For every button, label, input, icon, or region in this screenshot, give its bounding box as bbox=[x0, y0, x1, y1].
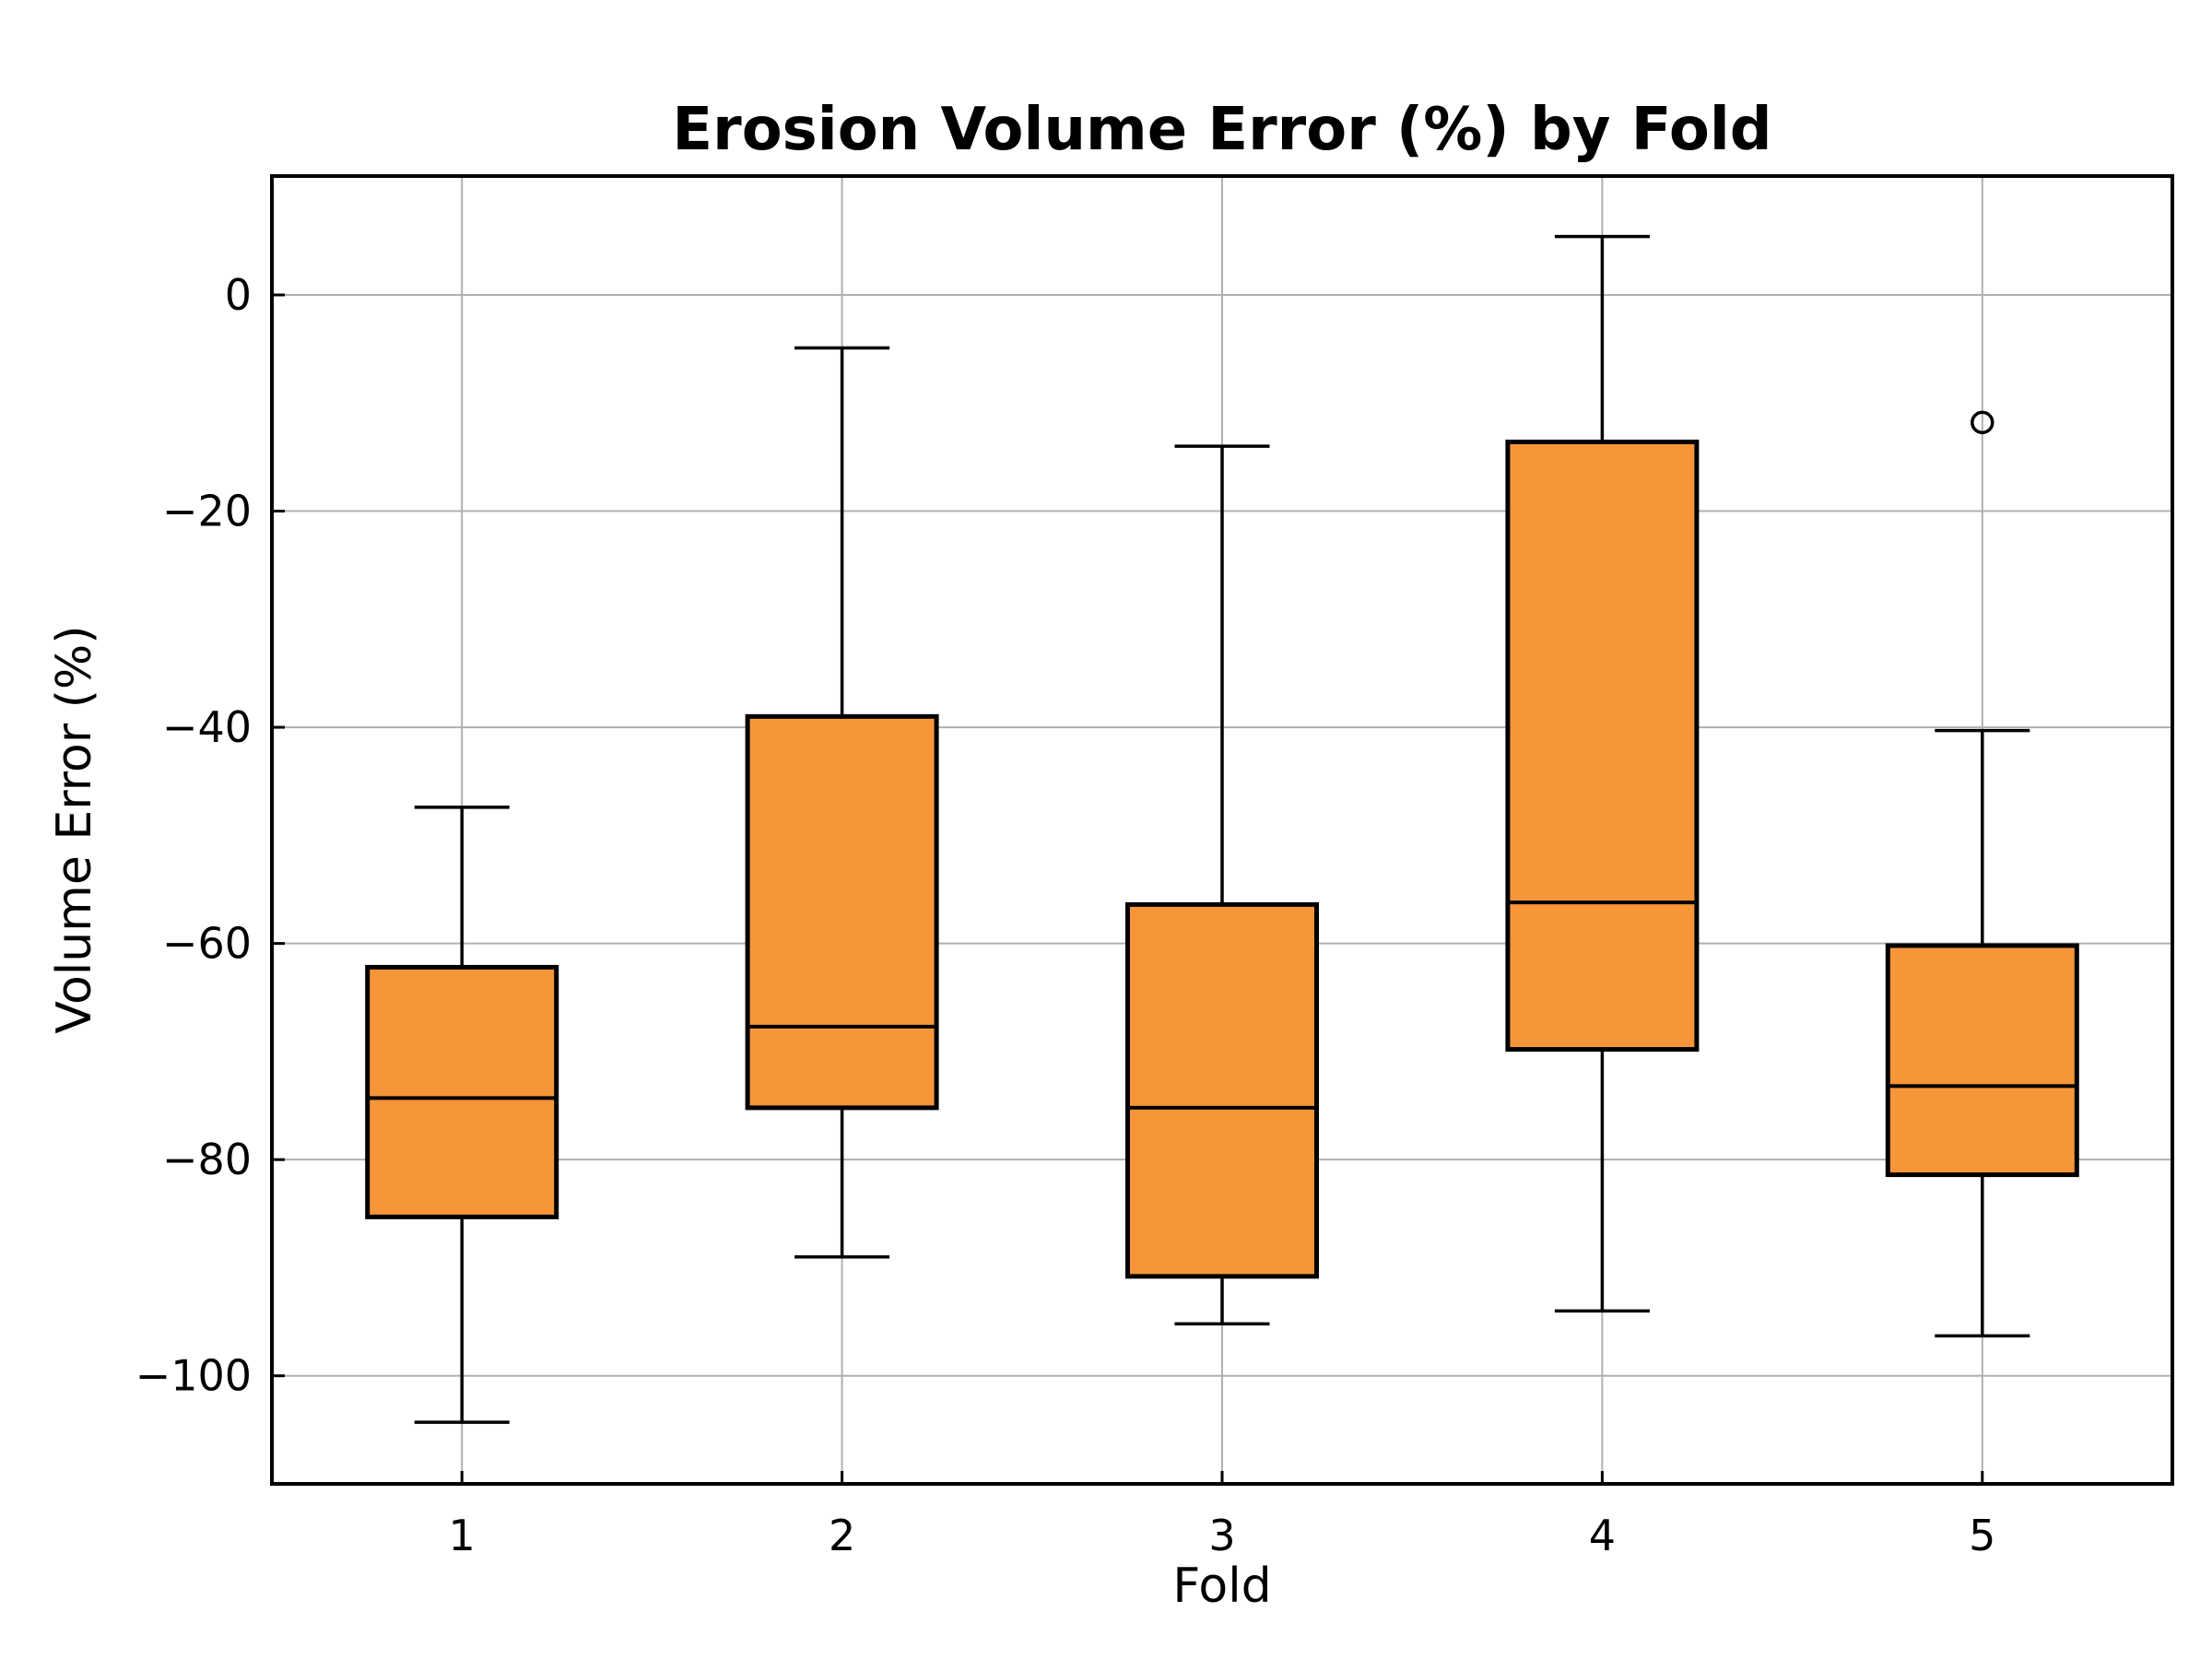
x-axis-label: Fold bbox=[1172, 1559, 1271, 1614]
box-fold-1 bbox=[365, 806, 559, 1424]
y-tick-label: 0 bbox=[225, 270, 252, 320]
box-fold-4 bbox=[1505, 234, 1700, 1313]
x-tick-label: 4 bbox=[1589, 1511, 1616, 1560]
iqr-box bbox=[745, 713, 939, 1111]
outlier-point bbox=[1971, 410, 1994, 435]
iqr-box bbox=[365, 964, 559, 1219]
box-fold-5 bbox=[1885, 410, 2079, 1338]
y-tick-label: −100 bbox=[135, 1351, 252, 1401]
y-tick-label: −20 bbox=[162, 487, 252, 536]
iqr-box bbox=[1505, 439, 1700, 1053]
y-tick-label: −60 bbox=[162, 919, 252, 969]
y-tick-label: −80 bbox=[162, 1135, 252, 1184]
x-tick-label: 1 bbox=[449, 1511, 476, 1560]
x-tick-label: 5 bbox=[1969, 1511, 1995, 1560]
y-tick-label: −40 bbox=[162, 702, 252, 752]
axis-ticks: 0 −20 −40 −60 −80 −100 1 2 3 4 5 bbox=[135, 270, 1996, 1560]
chart-title: Erosion Volume Error (%) by Fold bbox=[672, 96, 1771, 164]
x-tick-label: 3 bbox=[1208, 1511, 1235, 1560]
box-fold-3 bbox=[1125, 444, 1319, 1326]
box-fold-2 bbox=[745, 346, 939, 1259]
iqr-box bbox=[1885, 943, 2079, 1178]
y-axis-label: Volume Error (%) bbox=[47, 625, 102, 1033]
x-tick-label: 2 bbox=[829, 1511, 855, 1560]
box-plots bbox=[365, 234, 2079, 1424]
iqr-box bbox=[1125, 901, 1319, 1279]
